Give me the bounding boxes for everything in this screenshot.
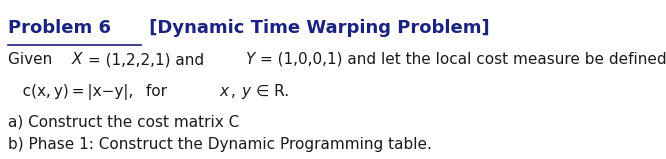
- Text: Y: Y: [245, 52, 254, 67]
- Text: = (1,0,0,1) and let the local cost measure be defined by:: = (1,0,0,1) and let the local cost measu…: [257, 52, 666, 67]
- Text: a) Construct the cost matrix C: a) Construct the cost matrix C: [8, 114, 239, 129]
- Text: c(x, y) = |x−y|,  for: c(x, y) = |x−y|, for: [8, 84, 172, 100]
- Text: [Dynamic Time Warping Problem]: [Dynamic Time Warping Problem]: [143, 19, 490, 37]
- Text: b) Phase 1: Construct the Dynamic Programming table.: b) Phase 1: Construct the Dynamic Progra…: [8, 137, 432, 152]
- Text: x: x: [219, 84, 228, 99]
- Text: ,: ,: [231, 84, 239, 99]
- Text: = (1,2,2,1) and: = (1,2,2,1) and: [85, 52, 209, 67]
- Text: ∈ R.: ∈ R.: [253, 84, 289, 99]
- Text: Given: Given: [8, 52, 57, 67]
- Text: Problem 6: Problem 6: [8, 19, 111, 37]
- Text: y: y: [241, 84, 250, 99]
- Text: X: X: [71, 52, 82, 67]
